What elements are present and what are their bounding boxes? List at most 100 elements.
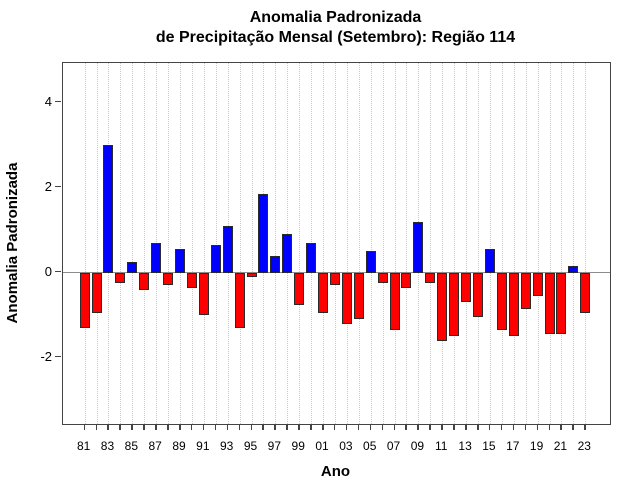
bar-02 — [329, 272, 340, 286]
x-tick — [155, 424, 157, 430]
x-tick — [286, 424, 288, 430]
y-tick-label: 2 — [44, 178, 52, 194]
bar-11 — [437, 272, 448, 341]
bar-21 — [556, 272, 567, 335]
x-tick — [453, 424, 455, 430]
x-tick — [107, 424, 109, 430]
gridline — [144, 63, 146, 424]
x-tick — [250, 424, 253, 430]
x-tick — [524, 424, 527, 430]
gridline — [585, 63, 587, 424]
bar-22 — [568, 266, 579, 273]
x-tick-label: 09 — [410, 439, 425, 453]
x-tick — [119, 424, 121, 430]
x-tick — [190, 424, 193, 430]
x-tick — [441, 424, 443, 430]
y-tick — [55, 185, 61, 188]
gridline — [370, 63, 372, 424]
bar-03 — [341, 272, 352, 324]
gridline — [251, 63, 253, 424]
bar-00 — [306, 242, 317, 273]
bar-92 — [210, 245, 221, 273]
bar-19 — [532, 272, 543, 297]
x-tick — [179, 424, 181, 430]
x-tick-label: 11 — [435, 439, 448, 453]
x-tick — [83, 424, 86, 430]
x-tick-label: 87 — [148, 439, 162, 453]
x-tick-label: 03 — [339, 439, 353, 453]
x-tick-label: 81 — [76, 439, 91, 453]
bar-83 — [103, 145, 114, 273]
x-tick — [417, 424, 419, 430]
bar-15 — [484, 249, 495, 273]
bar-18 — [520, 272, 531, 309]
bar-20 — [544, 272, 555, 335]
x-tick-label: 15 — [482, 439, 496, 453]
x-tick — [214, 424, 217, 430]
bar-89 — [175, 249, 185, 273]
x-tick — [167, 424, 169, 430]
x-tick — [238, 424, 241, 430]
gridline — [537, 63, 539, 424]
x-tick — [512, 424, 515, 430]
bar-16 — [496, 272, 507, 331]
x-tick — [95, 424, 98, 430]
gridline — [442, 63, 444, 424]
bar-04 — [353, 272, 364, 320]
bar-12 — [449, 272, 460, 337]
gridline — [573, 63, 575, 424]
x-tick — [143, 424, 145, 430]
bar-14 — [473, 272, 483, 318]
bar-09 — [413, 221, 424, 273]
x-tick-label: 07 — [386, 439, 401, 453]
bar-99 — [294, 272, 305, 305]
y-axis-label: Anomalia Padronizada — [4, 162, 21, 324]
x-tick — [393, 424, 396, 430]
gridline — [334, 63, 336, 424]
x-axis-label: Ano — [320, 463, 351, 480]
x-tick-label: 85 — [124, 439, 138, 453]
x-tick — [548, 424, 551, 430]
bar-82 — [91, 272, 102, 314]
bar-90 — [186, 272, 197, 288]
bar-85 — [127, 262, 138, 273]
x-tick-label: 01 — [315, 439, 329, 453]
gridline — [382, 63, 384, 424]
x-tick-label: 23 — [577, 439, 591, 453]
x-tick — [310, 424, 312, 430]
x-tick — [274, 424, 276, 430]
bar-01 — [318, 272, 329, 314]
bar-87 — [151, 242, 162, 273]
gridline — [120, 63, 122, 424]
x-tick — [345, 424, 348, 430]
bar-06 — [377, 272, 388, 284]
gridline — [215, 63, 217, 424]
x-tick — [333, 424, 336, 430]
bar-10 — [425, 272, 436, 284]
gridline — [430, 63, 432, 424]
y-tick — [55, 100, 61, 103]
y-tick — [55, 270, 61, 273]
bar-07 — [389, 272, 400, 331]
bar-05 — [365, 251, 376, 273]
bar-93 — [222, 225, 233, 273]
gridline — [466, 63, 468, 424]
x-tick-label: 05 — [363, 439, 377, 453]
x-tick-label: 83 — [100, 439, 115, 453]
gridline — [180, 63, 181, 424]
gridline — [191, 63, 193, 424]
chart-title: Anomalia Padronizada de Precipitação Men… — [62, 8, 609, 48]
gridline — [454, 63, 456, 424]
gridline — [96, 63, 98, 424]
x-tick — [322, 424, 324, 430]
x-tick — [488, 424, 491, 430]
x-tick — [131, 424, 133, 430]
gridline — [84, 63, 86, 424]
x-tick-label: 21 — [553, 439, 568, 453]
plot-area — [62, 62, 611, 425]
gridline — [406, 63, 408, 424]
gridline — [549, 63, 551, 424]
gridline — [501, 63, 503, 424]
x-tick-label: 97 — [267, 439, 282, 453]
bar-94 — [234, 272, 245, 328]
